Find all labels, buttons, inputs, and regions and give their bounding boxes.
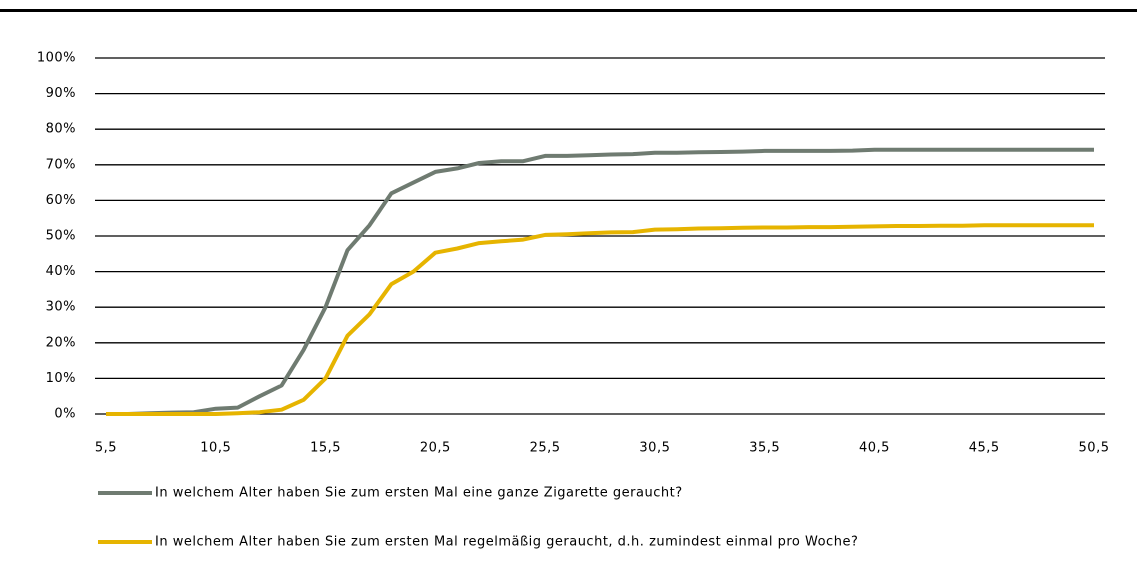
series-line xyxy=(106,223,1094,416)
x-tick-label: 5,5 xyxy=(95,441,117,456)
y-tick-label: 20% xyxy=(46,335,76,350)
x-tick-label: 50,5 xyxy=(1079,441,1110,456)
x-tick-label: 35,5 xyxy=(749,441,780,456)
y-tick-label: 10% xyxy=(46,371,76,386)
x-tick-label: 20,5 xyxy=(420,441,451,456)
series-line xyxy=(106,147,1094,416)
legend-label: In welchem Alter haben Sie zum ersten Ma… xyxy=(155,535,858,550)
x-tick-label: 30,5 xyxy=(639,441,670,456)
y-tick-label: 40% xyxy=(46,264,76,279)
x-tick-label: 40,5 xyxy=(859,441,890,456)
y-tick-label: 90% xyxy=(46,86,76,101)
y-tick-label: 60% xyxy=(46,193,76,208)
legend-label: In welchem Alter haben Sie zum ersten Ma… xyxy=(155,486,683,501)
y-tick-label: 0% xyxy=(54,407,76,422)
y-tick-label: 100% xyxy=(37,51,76,66)
y-tick-label: 70% xyxy=(46,157,76,172)
y-tick-label: 30% xyxy=(46,300,76,315)
x-tick-label: 25,5 xyxy=(530,441,561,456)
x-tick-label: 10,5 xyxy=(200,441,231,456)
x-tick-label: 45,5 xyxy=(969,441,1000,456)
y-tick-label: 80% xyxy=(46,122,76,137)
x-tick-label: 15,5 xyxy=(310,441,341,456)
y-tick-label: 50% xyxy=(46,229,76,244)
top-rule xyxy=(0,9,1137,12)
